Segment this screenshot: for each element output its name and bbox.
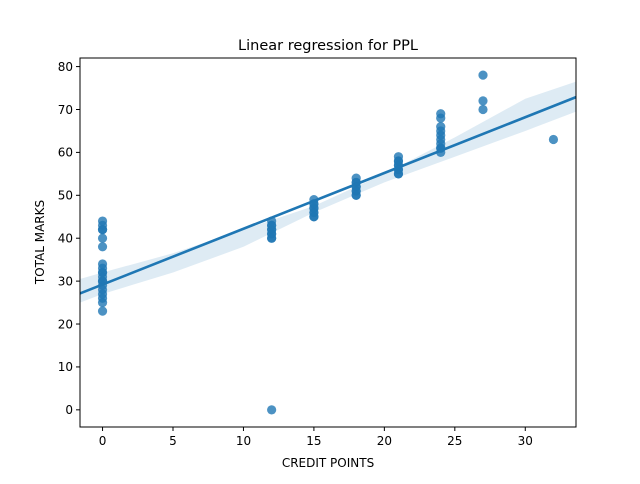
data-point [436,126,446,136]
data-point [393,169,404,179]
y-tick-label: 50 [58,189,73,203]
confidence-band [80,81,576,303]
y-tick-label: 80 [58,60,73,74]
data-point [548,134,559,145]
data-point [97,225,108,235]
y-tick-label: 30 [58,274,73,288]
data-point [351,190,361,200]
y-axis-label: TOTAL MARKS [33,200,47,285]
regression-line-layer [79,95,577,295]
x-tick-label: 20 [377,434,392,448]
data-point [97,306,108,316]
data-point [267,233,277,243]
x-tick-label: 5 [169,434,177,448]
data-point [309,212,319,222]
y-tick-label: 20 [58,317,73,331]
x-tick-label: 30 [518,434,533,448]
data-point [97,233,108,243]
chart-title: Linear regression for PPL [238,38,418,54]
data-point [478,96,488,106]
data-point [478,104,488,115]
x-tick-label: 15 [306,434,321,448]
axes-frame [79,57,577,428]
y-tick-label: 40 [58,232,73,246]
x-tick-label: 0 [99,434,107,448]
data-point [478,70,488,80]
y-tick-label: 60 [58,146,73,160]
y-tick-label: 70 [58,103,73,117]
data-point [267,405,277,415]
x-axis-label: CREDIT POINTS [282,456,374,470]
x-tick-label: 25 [447,434,462,448]
x-tick-label: 10 [236,434,251,448]
data-point [97,267,108,278]
data-point [97,242,108,252]
data-point [97,297,108,308]
confidence-band-layer [80,81,576,303]
y-tick-label: 0 [65,403,73,417]
y-tick-label: 10 [58,360,73,374]
axes-layer: 0 5 10 15 20 25 30 0 10 20 30 40 50 60 70 80 [58,57,577,448]
data-point [267,220,277,230]
data-point [436,113,446,123]
regression-line [79,95,577,295]
